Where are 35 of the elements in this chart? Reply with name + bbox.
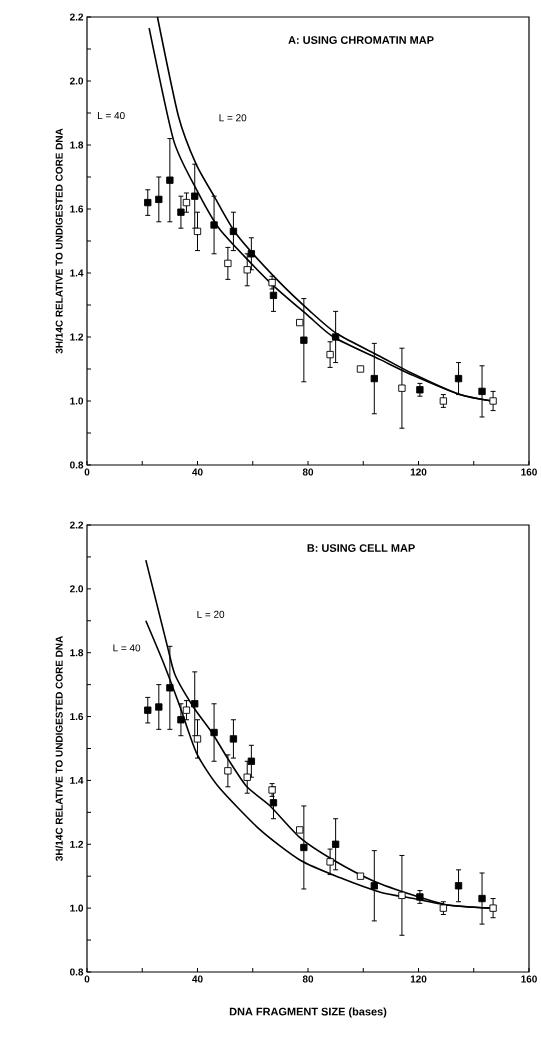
y-tick-label: 2.2: [70, 13, 84, 21]
x-tick-label: 160: [521, 468, 538, 476]
y-tick-label: 0.8: [70, 968, 84, 976]
y-tick-label: 1.2: [70, 840, 84, 848]
y-tick-label: 1.6: [70, 205, 84, 213]
x-tick-label: 80: [302, 468, 314, 476]
annotation: L = 20: [197, 610, 225, 618]
y-axis-title: 3H/14C RELATIVE TO UNDIGESTED CORE DNA: [55, 128, 63, 354]
y-tick-label: 1.6: [70, 713, 84, 721]
annotation: L = 40: [98, 112, 125, 120]
y-tick-label: 2.2: [70, 521, 84, 529]
y-tick-label: 2.0: [70, 77, 84, 85]
y-axis-title: 3H/14C RELATIVE TO UNDIGESTED CORE DNA: [55, 636, 63, 861]
text: B: USING CELL MAP: [307, 544, 416, 552]
x-tick-label: 120: [411, 468, 427, 476]
x-tick-label: 40: [192, 468, 203, 476]
y-tick-label: 1.4: [70, 269, 84, 277]
x-tick-label: 160: [521, 975, 538, 983]
y-tick-label: 0.8: [70, 461, 84, 469]
x-tick-label: 40: [192, 975, 203, 983]
y-tick-label: 1.8: [70, 141, 84, 149]
x-tick-label: 0: [84, 975, 90, 983]
y-tick-label: 1.2: [70, 333, 84, 341]
y-tick-label: 1.0: [70, 904, 84, 912]
annotation: L = 20: [219, 114, 247, 122]
x-tick-label: 120: [411, 975, 427, 983]
x-tick-label: 0: [84, 468, 90, 476]
y-tick-label: 2.0: [70, 585, 84, 593]
annotation: L = 40: [113, 644, 141, 652]
y-tick-label: 1.0: [70, 397, 84, 405]
y-tick-label: 1.4: [70, 776, 84, 784]
y-tick-label: 1.8: [70, 649, 84, 657]
x-axis-title: DNA FRAGMENT SIZE (bases): [230, 1007, 387, 1018]
text: A: USING CHROMATIN MAP: [288, 36, 434, 44]
x-tick-label: 80: [302, 975, 314, 983]
